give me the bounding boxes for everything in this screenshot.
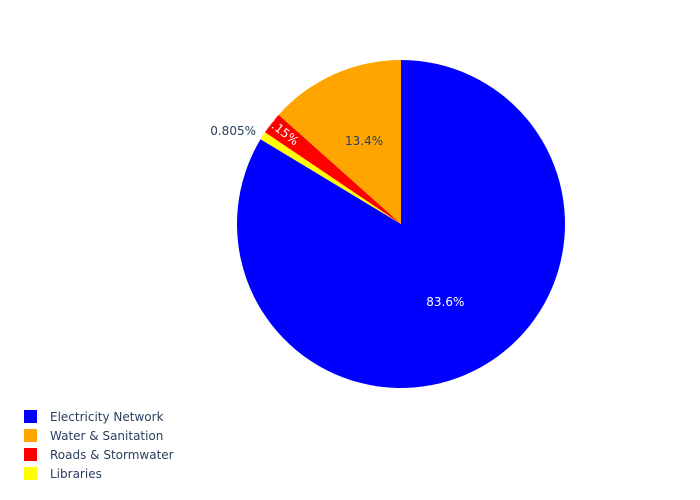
legend-swatch xyxy=(24,448,37,461)
legend-label: Electricity Network xyxy=(50,409,164,424)
legend-item-water-sanitation[interactable]: Water & Sanitation xyxy=(24,426,174,445)
pie-label-electricity-network: 83.6% xyxy=(426,295,464,309)
pie-slice-roads-stormwater[interactable] xyxy=(265,114,401,224)
legend-item-roads-stormwater[interactable]: Roads & Stormwater xyxy=(24,445,174,464)
legend-item-electricity-network[interactable]: Electricity Network xyxy=(24,407,174,426)
legend-item-libraries[interactable]: Libraries xyxy=(24,464,174,483)
chart-legend: Electricity Network Water & Sanitation R… xyxy=(24,407,174,483)
pie-label-water-sanitation: 13.4% xyxy=(345,134,383,148)
legend-swatch xyxy=(24,467,37,480)
legend-label: Roads & Stormwater xyxy=(50,447,174,462)
legend-label: Water & Sanitation xyxy=(50,428,164,443)
pie-label-libraries: 0.805% xyxy=(210,124,256,138)
pie-slice-libraries[interactable] xyxy=(260,132,401,224)
pie-slice-electricity-network[interactable] xyxy=(236,60,565,389)
legend-swatch xyxy=(24,429,37,442)
pie-slice-water-sanitation[interactable] xyxy=(278,60,401,224)
legend-swatch xyxy=(24,410,37,423)
legend-label: Libraries xyxy=(50,466,102,481)
